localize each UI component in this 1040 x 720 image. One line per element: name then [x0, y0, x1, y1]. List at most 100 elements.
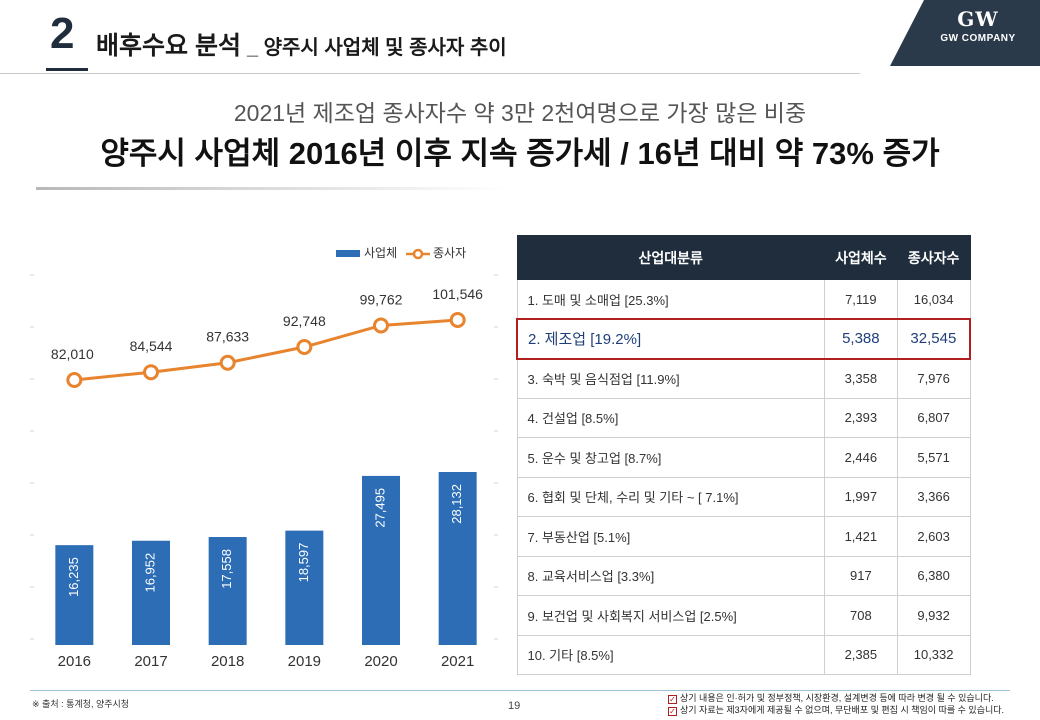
- business-count-cell: 5,388: [823, 318, 898, 360]
- line-point: [219, 354, 236, 371]
- table-row: 5. 운수 및 창고업 [8.7%] 2,446 5,571: [516, 437, 971, 478]
- bar-value-label: 27,495: [372, 488, 387, 528]
- bar-value-label: 16,952: [142, 553, 157, 593]
- page-header: 2 배후수요 분석 _ 양주시 사업체 및 종사자 추이 GW GW COMPAN…: [0, 0, 1040, 80]
- bar-value-label: 16,235: [66, 557, 81, 597]
- legend-label-business: 사업체: [364, 246, 397, 260]
- bar-value-label: 28,132: [449, 484, 464, 524]
- business-count-cell: 917: [823, 555, 898, 596]
- bar: [362, 475, 400, 645]
- business-count-cell: 708: [823, 595, 898, 636]
- checkbox-icon: ✓: [668, 695, 677, 704]
- industry-cell: 1. 도매 및 소매업 [25.3%]: [516, 279, 825, 320]
- legend-label-employee: 종사자: [433, 246, 466, 260]
- industry-cell: 7. 부동산업 [5.1%]: [516, 516, 825, 557]
- x-tick-label: 2017: [134, 653, 167, 670]
- line-value-label: 82,010: [51, 346, 94, 362]
- disclaimer-notes: ✓ 상기 내용은 인·허가 및 정부정책, 시장환경, 설계변경 등에 따라 변경…: [668, 692, 1004, 716]
- section-title-main: 배후수요 분석: [96, 32, 241, 60]
- bar: [438, 471, 477, 645]
- table-row: 3. 숙박 및 음식점업 [11.9%] 3,358 7,976: [516, 358, 971, 399]
- x-tick-label: 2019: [288, 653, 321, 670]
- column-header-business-count: 사업체수: [823, 235, 898, 280]
- line-point: [296, 339, 313, 356]
- line-value-label: 99,762: [360, 291, 403, 307]
- business-count-cell: 2,393: [823, 397, 898, 438]
- line-value-label: 92,748: [283, 313, 326, 329]
- business-count-cell: 7,119: [823, 279, 898, 320]
- line-series: 82,010 84,544 87,633 92,748 99,762 101,546: [51, 286, 483, 388]
- line-point: [373, 317, 389, 334]
- business-count-cell: 1,421: [823, 516, 898, 557]
- employee-count-cell: 6,380: [896, 555, 971, 596]
- employee-count-cell: 5,571: [896, 437, 971, 478]
- table-row: 4. 건설업 [8.5%] 2,393 6,807: [516, 397, 971, 438]
- section-number: 2: [50, 9, 75, 58]
- headline-divider: [36, 187, 506, 190]
- bar: [285, 530, 324, 645]
- industry-cell: 5. 운수 및 창고업 [8.7%]: [516, 437, 825, 478]
- company-logo: GW GW COMPANY: [890, 0, 1040, 66]
- table-row: 9. 보건업 및 사회복지 서비스업 [2.5%] 708 9,932: [516, 595, 971, 636]
- axis-tick-marks: [30, 274, 498, 640]
- bar: [132, 540, 170, 645]
- business-count-cell: 1,997: [823, 476, 898, 517]
- table-row: 1. 도매 및 소매업 [25.3%] 7,119 16,034: [516, 279, 971, 320]
- x-tick-label: 2018: [211, 653, 244, 670]
- industry-table: 산업대분류 사업체수 종사자수 1. 도매 및 소매업 [25.3%] 7,119…: [515, 235, 971, 675]
- line-point: [66, 372, 83, 388]
- x-tick-label: 2016: [58, 653, 91, 670]
- industry-cell: 4. 건설업 [8.5%]: [516, 397, 825, 438]
- table-row: 6. 협회 및 단체, 수리 및 기타 ~ [ 7.1%] 1,997 3,366: [516, 476, 971, 517]
- business-employee-chart: 사업체 종사자 16,235 16,952 17,558 18,597 27,495 28…: [30, 246, 498, 670]
- chart-legend: 사업체 종사자: [336, 246, 466, 260]
- disclaimer-line: ✓ 상기 자료는 제3자에게 제공될 수 없으며, 무단배포 및 편집 시 책임이…: [668, 704, 1004, 716]
- employee-count-cell: 6,807: [896, 397, 971, 438]
- x-tick-label: 2021: [441, 653, 474, 670]
- employee-count-cell: 9,932: [896, 595, 971, 636]
- section-title: 배후수요 분석 _ 양주시 사업체 및 종사자 추이: [96, 26, 507, 62]
- disclaimer-text: 상기 내용은 인·허가 및 정부정책, 시장환경, 설계변경 등에 따라 변경 …: [680, 693, 994, 703]
- bar-value-label: 18,597: [296, 543, 311, 583]
- line-value-label: 101,546: [432, 286, 483, 302]
- employee-count-cell: 16,034: [896, 279, 971, 320]
- x-tick-label: 2020: [364, 653, 397, 670]
- checkbox-icon: ✓: [668, 707, 677, 716]
- line-point: [449, 312, 466, 328]
- table-row: 2. 제조업 [19.2%] 5,388 32,545: [515, 318, 971, 360]
- employee-count-cell: 10,332: [896, 634, 971, 675]
- headline-summary: 2021년 제조업 종사자수 약 3만 2천여명으로 가장 많은 비중: [233, 100, 807, 126]
- column-header-industry: 산업대분류: [516, 235, 825, 280]
- employee-line: [74, 318, 458, 382]
- logo-mark: GW: [957, 7, 999, 31]
- logo-company-name: GW COMPANY: [940, 33, 1016, 44]
- industry-cell: 2. 제조업 [19.2%]: [515, 318, 825, 360]
- table-row: 7. 부동산업 [5.1%] 1,421 2,603: [516, 516, 971, 557]
- bar-series: 16,235 16,952 17,558 18,597 27,495 28,132: [55, 471, 477, 645]
- headline-main: 양주시 사업체 2016년 이후 지속 증가세 / 16년 대비 약 73% 증…: [100, 136, 940, 171]
- legend-line-marker: [412, 248, 424, 260]
- employee-count-cell: 32,545: [896, 318, 971, 360]
- disclaimer-text: 상기 자료는 제3자에게 제공될 수 없으며, 무단배포 및 편집 시 책임이 …: [680, 705, 1005, 715]
- bar: [208, 537, 247, 645]
- business-count-cell: 2,446: [823, 437, 898, 478]
- industry-cell: 10. 기타 [8.5%]: [516, 634, 825, 675]
- source-note: ※ 출처 : 통계청, 양주시청: [32, 699, 130, 709]
- section-number-underline: [46, 68, 88, 71]
- employee-count-cell: 3,366: [896, 476, 971, 517]
- table-header-row: 산업대분류 사업체수 종사자수: [516, 235, 971, 280]
- industry-cell: 9. 보건업 및 사회복지 서비스업 [2.5%]: [516, 595, 825, 636]
- table-row: 8. 교육서비스업 [3.3%] 917 6,380: [516, 555, 971, 596]
- employee-count-cell: 7,976: [896, 358, 971, 399]
- header-rule: [0, 73, 860, 74]
- disclaimer-line: ✓ 상기 내용은 인·허가 및 정부정책, 시장환경, 설계변경 등에 따라 변경…: [668, 692, 1004, 704]
- bar: [55, 545, 94, 645]
- logo-corner-cut: [890, 0, 924, 66]
- industry-cell: 3. 숙박 및 음식점업 [11.9%]: [516, 358, 825, 399]
- page-number: 19: [508, 700, 521, 712]
- x-axis-labels: 2016 2017 2018 2019 2020 2021: [58, 653, 475, 670]
- business-count-cell: 3,358: [823, 358, 898, 399]
- business-count-cell: 2,385: [823, 634, 898, 675]
- line-point: [143, 364, 159, 381]
- section-subtitle: _ 양주시 사업체 및 종사자 추이: [246, 37, 507, 59]
